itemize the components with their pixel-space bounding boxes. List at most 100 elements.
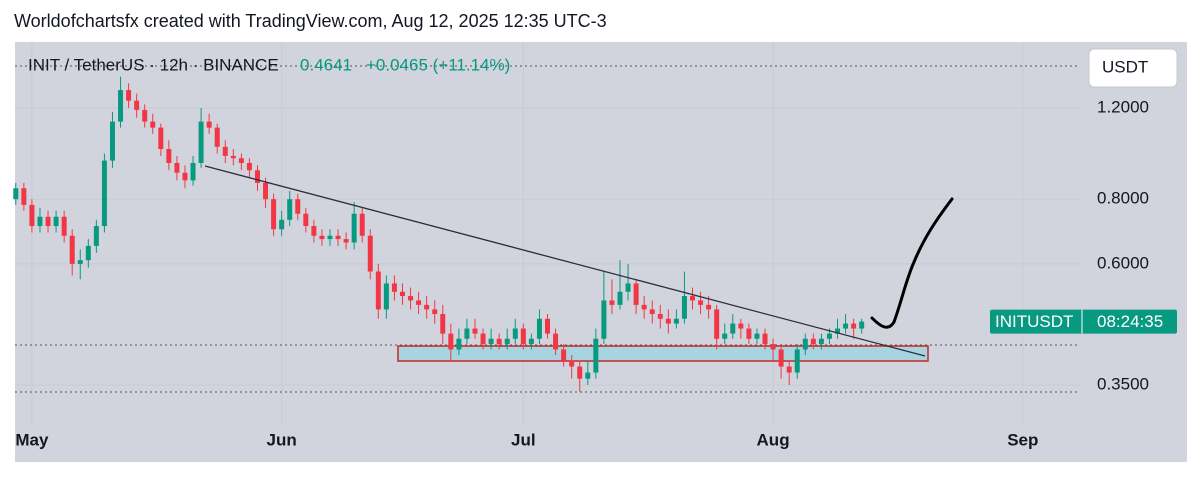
chart-background [15,42,1187,462]
candle-body [488,338,494,345]
candle-body [432,309,438,315]
candle-body [311,226,317,236]
candle-body [230,155,236,159]
candle-body [287,199,293,220]
candle-body [641,304,647,310]
candle-body [794,349,800,373]
candle-body [472,328,478,334]
y-tick-label: 0.8000 [1097,189,1149,208]
candle-body [826,333,832,339]
candle-body [464,328,470,339]
candle-body [263,182,269,200]
candle-body [714,309,720,339]
candle-body [198,121,204,163]
candle-body [69,235,75,264]
candle-body [416,300,422,305]
x-tick-label: May [15,430,49,449]
candle-body [690,296,696,301]
candle-body [625,283,631,292]
x-tick-label: Jul [511,430,536,449]
candle-body [520,328,526,345]
candle-body [53,216,59,227]
candle-body [190,162,196,181]
candle-body [818,338,824,345]
candle-body [85,245,91,261]
candle-body [730,323,736,334]
projection-arrow [870,197,954,329]
candle-body [222,146,228,156]
price-label-symbol: INITUSDT [995,312,1073,331]
candle-body [851,323,857,329]
candles [13,76,865,392]
candle-body [577,366,583,379]
candle-body [343,239,349,243]
candle-body [77,260,83,264]
candle-body [61,216,67,236]
candle-body [295,199,301,214]
candle-body [399,291,405,297]
support-zone [397,345,929,362]
candle-body [319,235,325,240]
candle-body [778,349,784,367]
candle-body [512,328,518,339]
candle-body [480,333,486,345]
candle-body [391,283,397,292]
candle-body [528,338,534,345]
candle-body [93,226,99,246]
candle-body [553,333,559,350]
candle-body [174,162,180,173]
axes: 0.3500 0.6000 0.8000 1.2000 May Jun Jul Aug Sep I… [15,98,1177,449]
last-price: 0.4641 [300,55,352,74]
price-label-box [990,309,1177,334]
grid [15,42,1080,425]
candle-body [440,314,446,334]
candle-body [246,162,252,171]
candle-body [134,100,140,110]
candle-body [238,158,244,163]
candle-body [859,321,865,329]
candle-body [762,333,768,345]
candle-body [601,300,607,339]
x-tick-label: Jun [267,430,297,449]
candle-body [536,318,542,339]
candle-body [585,372,591,379]
candle-body [101,160,107,227]
candle-body [126,90,132,101]
candle-body [303,213,309,227]
candle-body [673,318,679,324]
candle-body [327,235,333,240]
candle-body [609,300,615,305]
candle-body [214,127,220,147]
candle-body [424,304,430,310]
candle-body [810,338,816,345]
candle-body [351,213,357,243]
candle-body [835,328,841,334]
candle-body [21,188,27,205]
candle-body [448,333,454,350]
candle-body [657,314,663,319]
candle-body [569,360,575,367]
candle-body [13,188,19,200]
candle-body [633,283,639,305]
candle-body [456,338,462,350]
candle-body [843,323,849,329]
candle-body [802,338,808,350]
candle-body [335,235,341,240]
candle-body [182,172,188,181]
candle-body [29,204,35,227]
candle-body [722,333,728,339]
y-tick-label: 0.3500 [1097,375,1149,394]
candle-body [118,90,124,122]
candle-body [504,338,510,345]
candle-body [681,296,687,319]
candle-body [786,366,792,373]
candle-body [45,216,51,227]
candle-body [770,344,776,350]
y-tick-label: 0.6000 [1097,253,1149,272]
y-tick-label: 1.2000 [1097,98,1149,117]
candle-body [738,323,744,329]
candle-body [754,333,760,339]
candle-body [150,121,156,128]
